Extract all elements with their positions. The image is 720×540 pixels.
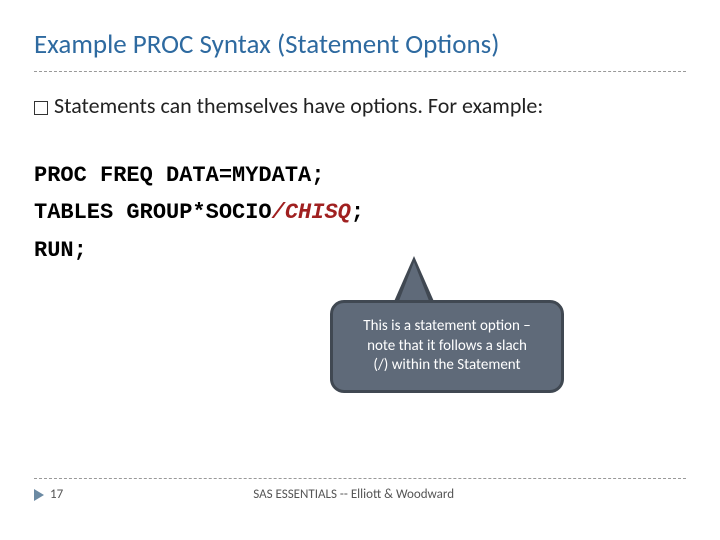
title-divider [34, 71, 686, 72]
bullet-row: Statements can themselves have options. … [34, 92, 686, 119]
code-line-3: RUN; [34, 232, 686, 269]
triangle-icon [34, 489, 44, 501]
footer: 17 SAS ESSENTIALS -- Elliott & Woodward [34, 478, 686, 502]
callout-line-2: note that it follows a slach [345, 337, 549, 357]
callout-line-3: (/) within the Statement [345, 356, 549, 376]
code-block: PROC FREQ DATA=MYDATA; TABLES GROUP*SOCI… [34, 157, 686, 269]
footer-text: SAS ESSENTIALS -- Elliott & Woodward [253, 487, 454, 502]
slide-title: Example PROC Syntax (Statement Options) [34, 28, 686, 71]
code-line-2-post: ; [351, 200, 364, 225]
code-line-1: PROC FREQ DATA=MYDATA; [34, 157, 686, 194]
code-line-2: TABLES GROUP*SOCIO/CHISQ; [34, 194, 686, 231]
callout-box: This is a statement option – note that i… [330, 300, 564, 393]
page-indicator: 17 [34, 487, 63, 502]
code-option-text: /CHISQ [272, 200, 351, 225]
callout-line-1: This is a statement option – [345, 317, 549, 337]
footer-divider [34, 478, 686, 479]
page-number: 17 [50, 487, 63, 502]
code-line-2-pre: TABLES GROUP*SOCIO [34, 200, 272, 225]
bullet-icon [34, 101, 48, 115]
body-text: Statements can themselves have options. … [54, 92, 543, 119]
